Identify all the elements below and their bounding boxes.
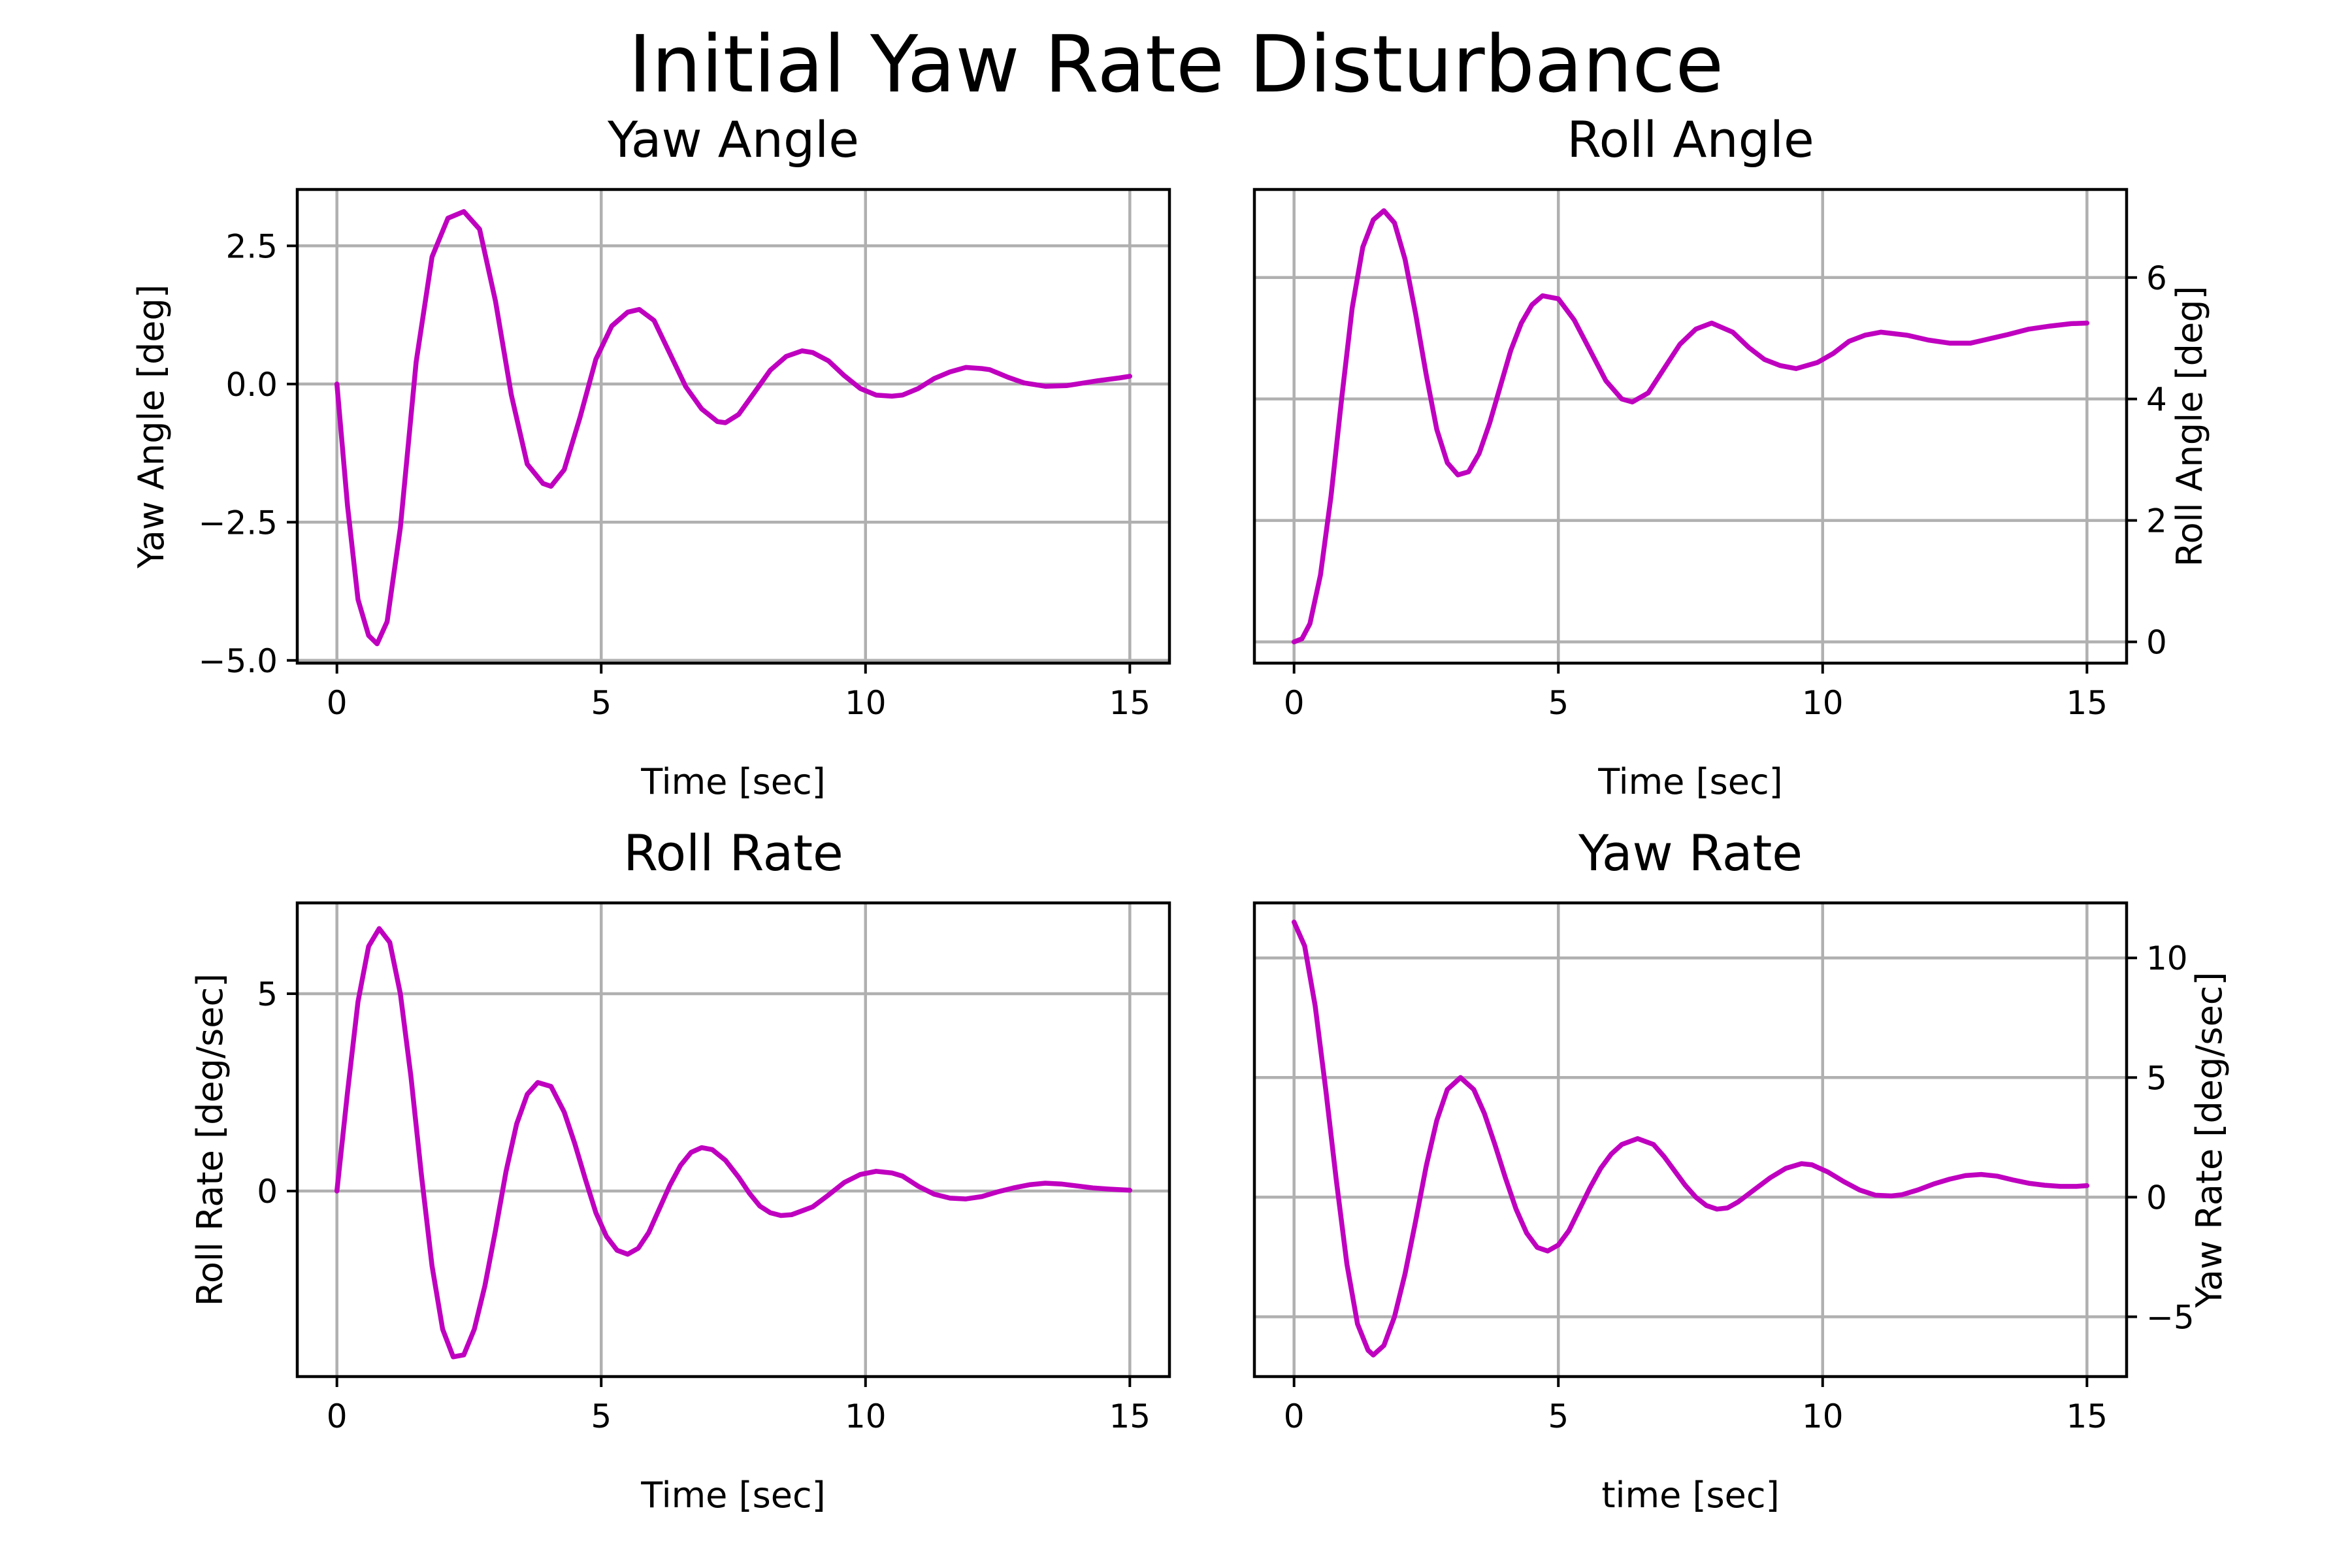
roll-angle-ytick-label-1: 2 [2146, 502, 2167, 540]
yaw-rate-ytick-label-1: 0 [2146, 1179, 2167, 1217]
yaw-angle-ytick-label-3: 2.5 [225, 227, 278, 265]
roll-angle-xtick-label-3: 15 [2066, 684, 2108, 722]
roll-angle-xlabel: Time [sec] [1597, 761, 1783, 802]
roll-angle-ytick-label-2: 4 [2146, 381, 2167, 419]
subplot-roll-angle: 0 5 10 15 0 2 4 6 Roll Angle Time [sec] Roll Angle… [1252, 110, 2210, 802]
roll-angle-ytick-label-0: 0 [2146, 623, 2167, 661]
subplot-roll-rate: 0 5 10 15 0 5 Roll Rate Time [sec] Roll Rate [de… [189, 824, 1171, 1516]
yaw-rate-ylabel: Yaw Rate [deg/sec] [2189, 972, 2230, 1308]
yaw-rate-xtick-label-0: 0 [1284, 1397, 1305, 1435]
roll-rate-ytick-label-1: 5 [257, 975, 278, 1013]
roll-angle-xtick-label-0: 0 [1284, 684, 1305, 722]
yaw-rate-xlabel: time [sec] [1601, 1475, 1779, 1516]
yaw-angle-xtick-label-1: 5 [591, 684, 612, 722]
roll-rate-title: Roll Rate [623, 824, 843, 882]
yaw-rate-ytick-label-3: 10 [2146, 939, 2188, 977]
yaw-rate-axes-frame [1252, 901, 2129, 1379]
roll-angle-xtick-label-1: 5 [1548, 684, 1569, 722]
yaw-angle-ytick-label-2: 0.0 [225, 366, 278, 404]
yaw-angle-xtick-label-0: 0 [327, 684, 348, 722]
yaw-angle-ytick-label-1: −2.5 [199, 504, 278, 542]
subplot-yaw-angle: 0 5 10 15 −5.0 −2.5 0.0 2.5 Yaw Angle Time [sec] Y… [131, 110, 1171, 802]
yaw-angle-xtick-label-2: 10 [845, 684, 887, 722]
roll-rate-ylabel: Roll Rate [deg/sec] [189, 973, 231, 1306]
figure-title: Initial Yaw Rate Disturbance [629, 20, 1723, 110]
yaw-rate-xtick-label-2: 10 [1802, 1397, 1844, 1435]
roll-rate-axes-frame [295, 901, 1171, 1379]
roll-rate-ytick-label-0: 0 [257, 1173, 278, 1211]
roll-angle-title: Roll Angle [1567, 110, 1814, 169]
yaw-rate-ytick-label-2: 5 [2146, 1059, 2167, 1097]
subplots: 0 5 10 15 −5.0 −2.5 0.0 2.5 Yaw Angle Time [sec] Y… [131, 110, 2230, 1516]
roll-rate-xtick-label-3: 15 [1109, 1397, 1151, 1435]
yaw-angle-series-line-0 [334, 209, 1133, 647]
roll-rate-xtick-label-2: 10 [845, 1397, 887, 1435]
roll-rate-xtick-label-0: 0 [327, 1397, 348, 1435]
roll-rate-xlabel: Time [sec] [640, 1475, 826, 1516]
yaw-rate-ytick-label-0: −5 [2146, 1298, 2195, 1336]
roll-rate-xtick-label-1: 5 [591, 1397, 612, 1435]
subplot-yaw-rate: 0 5 10 15 −5 0 5 10 Yaw Rate time [sec] Yaw Rate [… [1252, 824, 2230, 1516]
roll-angle-ytick-label-3: 6 [2146, 259, 2167, 297]
yaw-angle-ylabel: Yaw Angle [deg] [131, 284, 172, 569]
roll-angle-ylabel: Roll Angle [deg] [2169, 286, 2210, 566]
yaw-angle-xtick-label-3: 15 [1109, 684, 1151, 722]
yaw-rate-title: Yaw Rate [1578, 824, 1803, 882]
roll-angle-axes-frame [1252, 188, 2129, 665]
yaw-rate-xtick-label-1: 5 [1548, 1397, 1569, 1435]
yaw-angle-ytick-label-0: −5.0 [199, 642, 278, 680]
roll-angle-series-line-0 [1291, 208, 2090, 645]
yaw-angle-axes-frame [295, 188, 1171, 665]
yaw-rate-xtick-label-3: 15 [2066, 1397, 2108, 1435]
roll-rate-series-line-0 [334, 926, 1133, 1360]
roll-angle-xtick-label-2: 10 [1802, 684, 1844, 722]
yaw-rate-series-line-0 [1291, 919, 2090, 1358]
yaw-angle-title: Yaw Angle [607, 110, 859, 169]
yaw-angle-xlabel: Time [sec] [640, 761, 826, 802]
